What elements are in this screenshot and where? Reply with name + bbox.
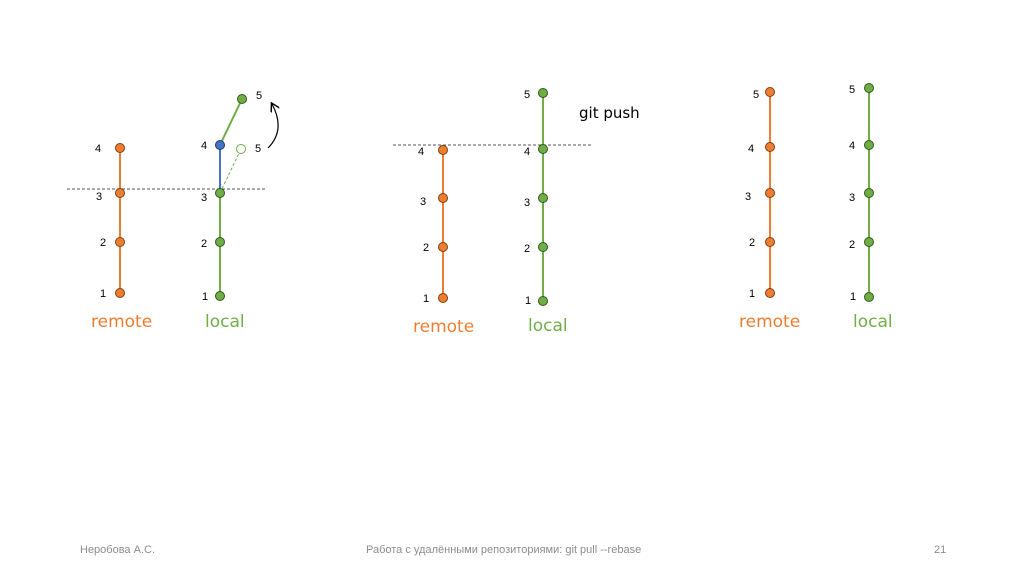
old-commit-link (219, 148, 242, 194)
local-commit-2 (538, 242, 548, 252)
local-commit-4 (864, 140, 874, 150)
commit-number: 2 (849, 239, 855, 251)
local-commit-3 (538, 193, 548, 203)
footer-title: Работа с удалёнными репозиториями: git p… (366, 544, 642, 556)
commit-number: 3 (524, 197, 530, 209)
commit-number: 2 (749, 237, 755, 249)
local-commit-5 (538, 88, 548, 98)
commit-number: 3 (96, 191, 102, 203)
commit-number: 4 (95, 143, 101, 155)
remote-label: remote (739, 312, 800, 332)
local-commit-1 (864, 292, 874, 302)
remote-commit-3 (438, 193, 448, 203)
commit-number: 4 (524, 146, 530, 158)
remote-commit-4 (438, 145, 448, 155)
commit-number: 4 (748, 143, 754, 155)
commit-number: 5 (849, 84, 855, 96)
commit-number: 1 (423, 293, 429, 305)
commit-number: 4 (418, 146, 424, 158)
commit-number: 4 (201, 140, 207, 152)
local-new-commit-line (219, 98, 243, 146)
remote-commit-4 (765, 142, 775, 152)
rebased-commit-4 (215, 140, 225, 150)
commit-number: 5 (256, 90, 262, 102)
git-push-command: git push (579, 104, 640, 122)
local-label: local (853, 312, 893, 332)
local-commit-1 (538, 296, 548, 306)
rebase-arrow-icon (267, 104, 278, 149)
local-commit-2 (215, 237, 225, 247)
remote-commit-5 (765, 87, 775, 97)
commit-number: 2 (201, 238, 207, 250)
old-commit-5 (236, 144, 246, 154)
local-commit-5 (237, 94, 247, 104)
diagram-1: 4 3 2 1 5 4 5 3 2 1 remote local (67, 90, 278, 332)
remote-label: remote (413, 317, 474, 337)
local-commit-4 (538, 144, 548, 154)
local-commit-1 (215, 291, 225, 301)
commit-number: 5 (753, 89, 759, 101)
local-label: local (528, 316, 568, 336)
commit-number: 5 (255, 143, 261, 155)
commit-number: 5 (524, 89, 530, 101)
remote-commit-3 (115, 188, 125, 198)
commit-number: 1 (525, 295, 531, 307)
commit-number: 3 (201, 192, 207, 204)
local-label: local (205, 312, 245, 332)
commit-number: 3 (849, 192, 855, 204)
commit-number: 1 (850, 291, 856, 303)
local-commit-3 (864, 188, 874, 198)
commit-number: 3 (420, 196, 426, 208)
commit-number: 3 (745, 191, 751, 203)
remote-commit-3 (765, 188, 775, 198)
remote-commit-2 (115, 237, 125, 247)
remote-commit-1 (115, 288, 125, 298)
commit-number: 2 (100, 237, 106, 249)
remote-commit-2 (438, 242, 448, 252)
diagram-2: 4 3 2 1 5 4 3 2 1 git push remote local (393, 88, 640, 337)
commit-number: 1 (100, 288, 106, 300)
local-commit-3 (215, 188, 225, 198)
commit-number: 4 (849, 140, 855, 152)
commit-number: 1 (749, 288, 755, 300)
remote-commit-4 (115, 143, 125, 153)
commit-number: 2 (423, 242, 429, 254)
local-commit-2 (864, 237, 874, 247)
page-number: 21 (934, 544, 947, 556)
diagram-3: 5 4 3 2 1 5 4 3 2 1 remote local (739, 83, 893, 332)
footer-author: Неробова А.С. (80, 544, 156, 556)
commit-number: 1 (202, 291, 208, 303)
remote-commit-1 (438, 293, 448, 303)
commit-number: 2 (524, 243, 530, 255)
remote-commit-1 (765, 288, 775, 298)
remote-commit-2 (765, 237, 775, 247)
local-commit-5 (864, 83, 874, 93)
remote-label: remote (91, 312, 152, 332)
